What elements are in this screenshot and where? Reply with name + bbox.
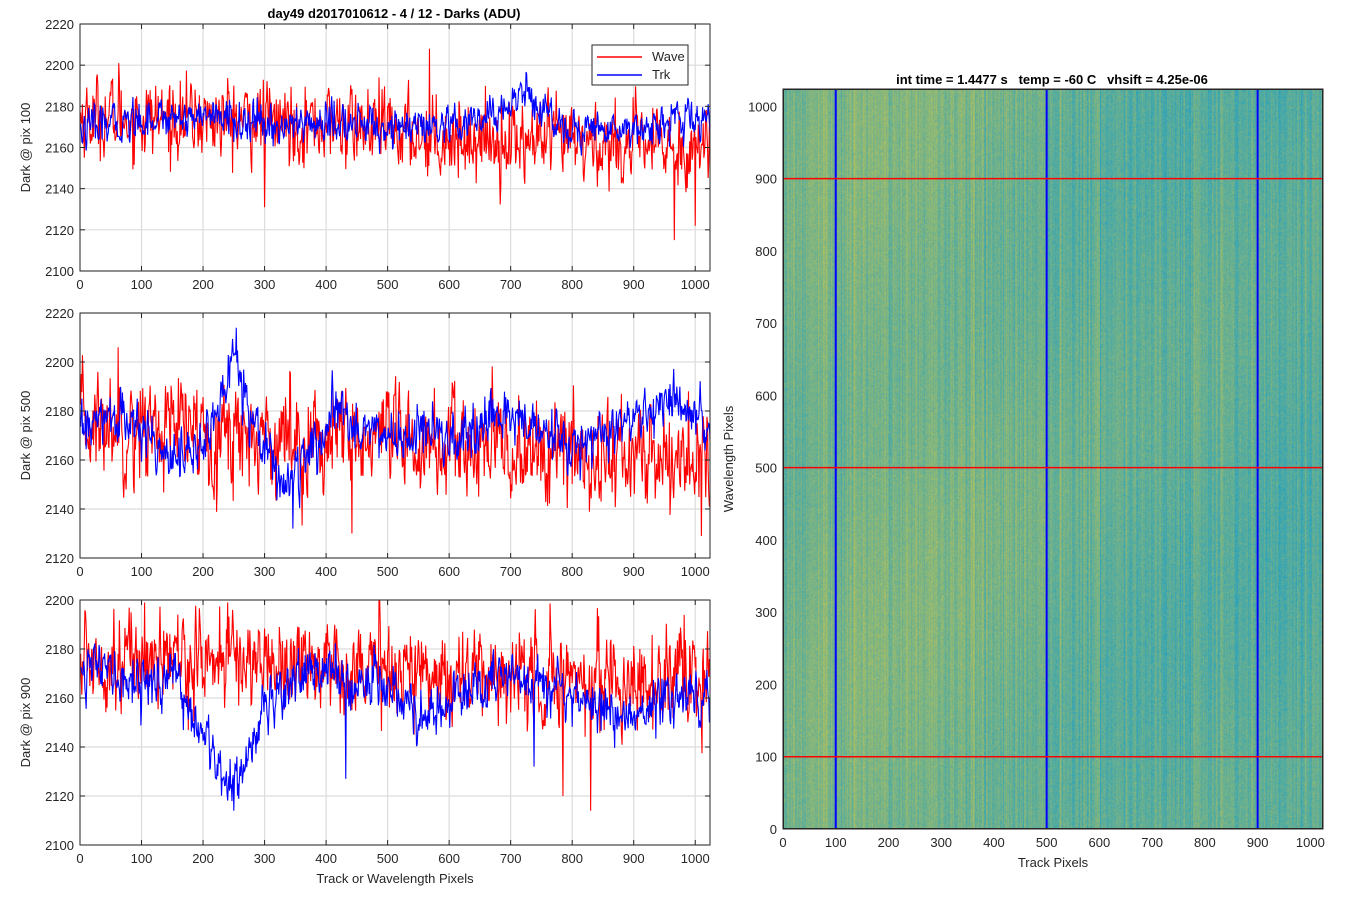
x-tick-label: 1000 [681, 277, 710, 292]
y-tick-label: 2200 [45, 58, 74, 73]
x-tick-label: 700 [500, 277, 522, 292]
x-tick-label: 600 [438, 851, 460, 866]
x-tick-label: 0 [76, 851, 83, 866]
y-tick-label: 900 [755, 172, 777, 187]
x-tick-label: 500 [377, 564, 399, 579]
legend-label-trk: Trk [652, 67, 671, 82]
y-tick-label: 2160 [45, 141, 74, 156]
y-tick-label: 2140 [45, 740, 74, 755]
heatmap-title: int time = 1.4477 s temp = -60 C vhsift … [896, 72, 1208, 87]
heatmap-marker-overlay [783, 89, 1323, 829]
legend-label-wave: Wave [652, 49, 685, 64]
x-tick-label: 300 [930, 835, 952, 850]
x-axis-label: Track or Wavelength Pixels [316, 871, 474, 886]
heatmap-image [783, 89, 1323, 829]
x-tick-label: 900 [1247, 835, 1269, 850]
y-tick-label: 600 [755, 388, 777, 403]
figure-title: day49 d2017010612 - 4 / 12 - Darks (ADU) [268, 6, 521, 21]
y-tick-label: 2140 [45, 502, 74, 517]
x-tick-label: 100 [825, 835, 847, 850]
y-tick-label: 2220 [45, 17, 74, 32]
x-tick-label: 200 [192, 564, 214, 579]
axes-frame [79, 23, 711, 272]
y-tick-label: 800 [755, 244, 777, 259]
y-tick-label: 2100 [45, 838, 74, 853]
y-tick-label: 700 [755, 316, 777, 331]
x-tick-label: 900 [623, 564, 645, 579]
y-axis-label: Dark @ pix 500 [18, 391, 33, 481]
plot-dark-pix-500: 0 100 200 300 400 500 600 700 800 900 1000 2120 2140… [18, 306, 711, 579]
x-tick-label: 100 [131, 851, 153, 866]
y-tick-label: 100 [755, 750, 777, 765]
x-tick-label: 900 [623, 851, 645, 866]
y-tick-label: 0 [770, 822, 777, 837]
axes-frame [79, 599, 711, 846]
x-tick-label: 500 [377, 851, 399, 866]
x-tick-label: 0 [76, 564, 83, 579]
x-tick-label: 600 [438, 277, 460, 292]
y-axis-label: Wavelength Pixels [721, 405, 736, 512]
y-tick-label: 2200 [45, 593, 74, 608]
series-line-trk [80, 327, 710, 529]
y-tick-label: 2140 [45, 182, 74, 197]
y-tick-label: 2180 [45, 404, 74, 419]
y-tick-label: 2220 [45, 306, 74, 321]
y-tick-label: 2160 [45, 453, 74, 468]
y-tick-label: 2160 [45, 691, 74, 706]
y-tick-label: 2120 [45, 551, 74, 566]
x-tick-label: 300 [254, 277, 276, 292]
x-tick-label: 400 [315, 277, 337, 292]
x-tick-label: 500 [1036, 835, 1058, 850]
x-tick-label: 1000 [681, 851, 710, 866]
x-tick-label: 1000 [681, 564, 710, 579]
series-line-wave [80, 347, 710, 536]
x-tick-label: 400 [315, 851, 337, 866]
x-tick-label: 200 [192, 277, 214, 292]
y-tick-label: 2120 [45, 223, 74, 238]
x-tick-label: 800 [561, 277, 583, 292]
x-tick-label: 800 [1194, 835, 1216, 850]
x-tick-label: 0 [76, 277, 83, 292]
x-tick-label: 600 [1089, 835, 1111, 850]
x-tick-label: 400 [315, 564, 337, 579]
y-tick-label: 1000 [748, 99, 777, 114]
x-tick-label: 100 [131, 277, 153, 292]
series-line-trk [80, 643, 710, 811]
x-tick-label: 500 [377, 277, 399, 292]
heatmap-frame [783, 89, 1323, 829]
x-tick-label: 200 [878, 835, 900, 850]
x-tick-label: 700 [500, 564, 522, 579]
y-tick-label: 400 [755, 533, 777, 548]
x-tick-label: 900 [623, 277, 645, 292]
plot-dark-pix-900: 0 100 200 300 400 500 600 700 800 900 1000 2100 2120… [18, 593, 711, 886]
x-tick-label: 400 [983, 835, 1005, 850]
y-tick-label: 300 [755, 605, 777, 620]
x-tick-label: 800 [561, 564, 583, 579]
x-tick-label: 300 [254, 851, 276, 866]
y-tick-label: 2200 [45, 355, 74, 370]
y-tick-label: 2120 [45, 789, 74, 804]
x-tick-label: 800 [561, 851, 583, 866]
x-tick-label: 200 [192, 851, 214, 866]
y-tick-label: 2180 [45, 99, 74, 114]
x-tick-label: 100 [131, 564, 153, 579]
x-tick-label: 700 [1141, 835, 1163, 850]
legend: Wave Trk [591, 44, 689, 86]
x-tick-label: 0 [779, 835, 786, 850]
y-tick-label: 500 [755, 461, 777, 476]
x-tick-label: 300 [254, 564, 276, 579]
x-axis-label: Track Pixels [1018, 855, 1089, 870]
y-tick-label: 200 [755, 677, 777, 692]
series-line-trk [80, 71, 710, 156]
y-tick-label: 2100 [45, 264, 74, 279]
y-axis-label: Dark @ pix 900 [18, 678, 33, 768]
axes-frame [79, 312, 711, 559]
x-tick-label: 600 [438, 564, 460, 579]
series-line-wave [80, 600, 710, 811]
x-tick-label: 1000 [1296, 835, 1325, 850]
y-axis-label: Dark @ pix 100 [18, 103, 33, 193]
x-tick-label: 700 [500, 851, 522, 866]
y-tick-label: 2180 [45, 642, 74, 657]
